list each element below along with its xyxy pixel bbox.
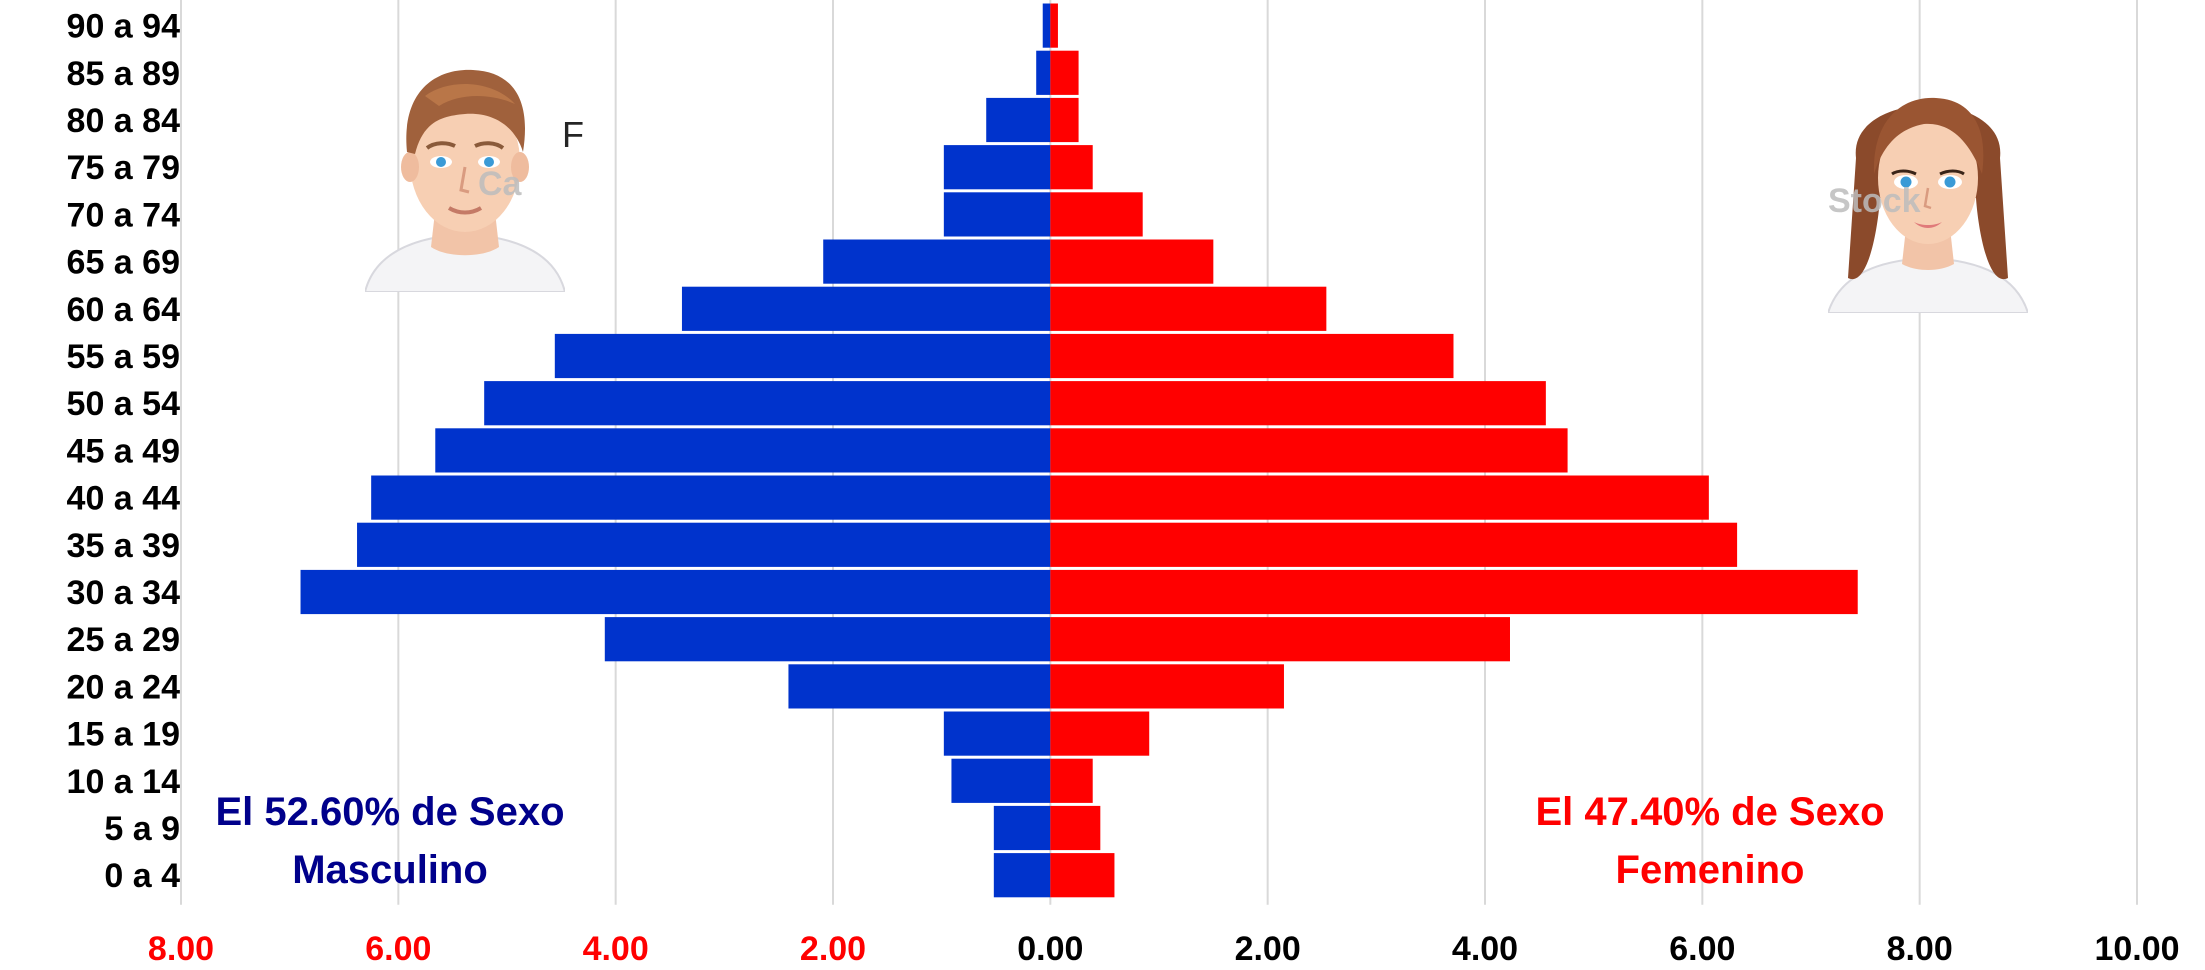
y-axis-label: 45 a 49 xyxy=(67,432,180,470)
female-bar xyxy=(1050,333,1454,379)
x-axis-label: 4.00 xyxy=(1452,930,1518,968)
x-axis-label: 8.00 xyxy=(1887,930,1953,968)
female-bar xyxy=(1050,664,1284,709)
x-axis-label: 8.00 xyxy=(148,930,214,968)
x-axis-label: 6.00 xyxy=(1669,930,1735,968)
female-bar xyxy=(1050,711,1150,756)
x-axis-label: 10.00 xyxy=(2094,930,2179,968)
y-axis-label: 55 a 59 xyxy=(67,338,180,376)
female-bar xyxy=(1050,617,1510,662)
female-avatar-icon xyxy=(1828,97,2028,313)
female-bar xyxy=(1050,145,1093,190)
y-axis-label: 35 a 39 xyxy=(67,527,180,565)
male-bar xyxy=(1042,3,1051,48)
male-bar xyxy=(300,569,1051,615)
x-axis-label: 4.00 xyxy=(583,930,649,968)
male-bar xyxy=(371,475,1051,520)
female-bar xyxy=(1050,428,1568,473)
y-axis-label: 25 a 29 xyxy=(67,621,180,659)
female-bar xyxy=(1050,286,1327,331)
female-avatar-watermark: Stock xyxy=(1828,182,1921,220)
y-axis-label: 30 a 34 xyxy=(67,574,181,612)
x-axis-labels: 8.00 6.00 4.00 2.00 0.00 2.00 4.00 6.00 8.00 10.0… xyxy=(148,930,2180,968)
male-bar xyxy=(823,239,1051,284)
y-axis-labels: 90 a 94 85 a 89 80 a 84 75 a 79 70 a 74 65 a … xyxy=(67,8,181,896)
male-bar xyxy=(554,333,1051,379)
y-axis-label: 60 a 64 xyxy=(67,291,181,329)
y-axis-label: 65 a 69 xyxy=(67,244,180,282)
y-axis-label: 70 a 74 xyxy=(67,196,181,234)
female-share-annotation: El 47.40% de Sexo Femenino xyxy=(1470,783,1950,899)
y-axis-label: 80 a 84 xyxy=(67,102,181,140)
y-axis-label: 90 a 94 xyxy=(67,8,181,46)
x-axis-label: 2.00 xyxy=(1235,930,1301,968)
female-bar xyxy=(1050,569,1858,615)
female-bar xyxy=(1050,192,1143,237)
male-avatar-stray-letter: F xyxy=(562,114,584,155)
male-bar xyxy=(986,97,1051,143)
y-axis-label: 10 a 14 xyxy=(67,763,181,801)
male-bar xyxy=(951,758,1051,803)
male-bar xyxy=(357,522,1051,567)
y-axis-label: 75 a 79 xyxy=(67,149,180,187)
female-bar xyxy=(1050,805,1101,851)
y-axis-label: 20 a 24 xyxy=(67,668,181,706)
female-bar xyxy=(1050,475,1709,520)
male-bar xyxy=(788,664,1051,709)
x-axis-label: 2.00 xyxy=(800,930,866,968)
x-axis-label: 0.00 xyxy=(1017,930,1083,968)
female-bar xyxy=(1050,97,1079,143)
male-bar xyxy=(604,617,1051,662)
y-axis-label: 50 a 54 xyxy=(67,385,181,423)
bars xyxy=(300,3,1858,898)
male-avatar-icon xyxy=(365,69,565,292)
female-bar xyxy=(1050,239,1214,284)
female-share-line-2: Femenino xyxy=(1615,848,1805,892)
male-bar xyxy=(435,428,1051,473)
male-bar xyxy=(943,192,1051,237)
x-axis-label: 6.00 xyxy=(365,930,431,968)
female-bar xyxy=(1050,853,1115,898)
male-bar xyxy=(993,805,1051,851)
female-bar xyxy=(1050,758,1093,803)
y-axis-label: 0 a 4 xyxy=(104,857,180,895)
female-share-line-1: El 47.40% de Sexo xyxy=(1535,790,1885,834)
female-bar xyxy=(1050,3,1058,48)
male-share-line-1: El 52.60% de Sexo xyxy=(215,790,565,834)
y-axis-label: 40 a 44 xyxy=(67,480,181,518)
male-avatar-watermark: Ca xyxy=(478,165,522,203)
y-axis-label: 85 a 89 xyxy=(67,55,180,93)
female-bar xyxy=(1050,522,1738,567)
female-bar xyxy=(1050,381,1546,426)
male-bar xyxy=(943,145,1051,190)
male-bar xyxy=(993,853,1051,898)
male-bar xyxy=(681,286,1051,331)
male-bar xyxy=(943,711,1051,756)
male-bar xyxy=(1036,50,1051,95)
male-share-line-2: Masculino xyxy=(292,848,488,892)
male-share-annotation: El 52.60% de Sexo Masculino xyxy=(150,783,630,899)
female-bar xyxy=(1050,50,1079,95)
male-bar xyxy=(484,381,1051,426)
y-axis-label: 15 a 19 xyxy=(67,716,180,754)
y-axis-label: 5 a 9 xyxy=(104,810,180,848)
